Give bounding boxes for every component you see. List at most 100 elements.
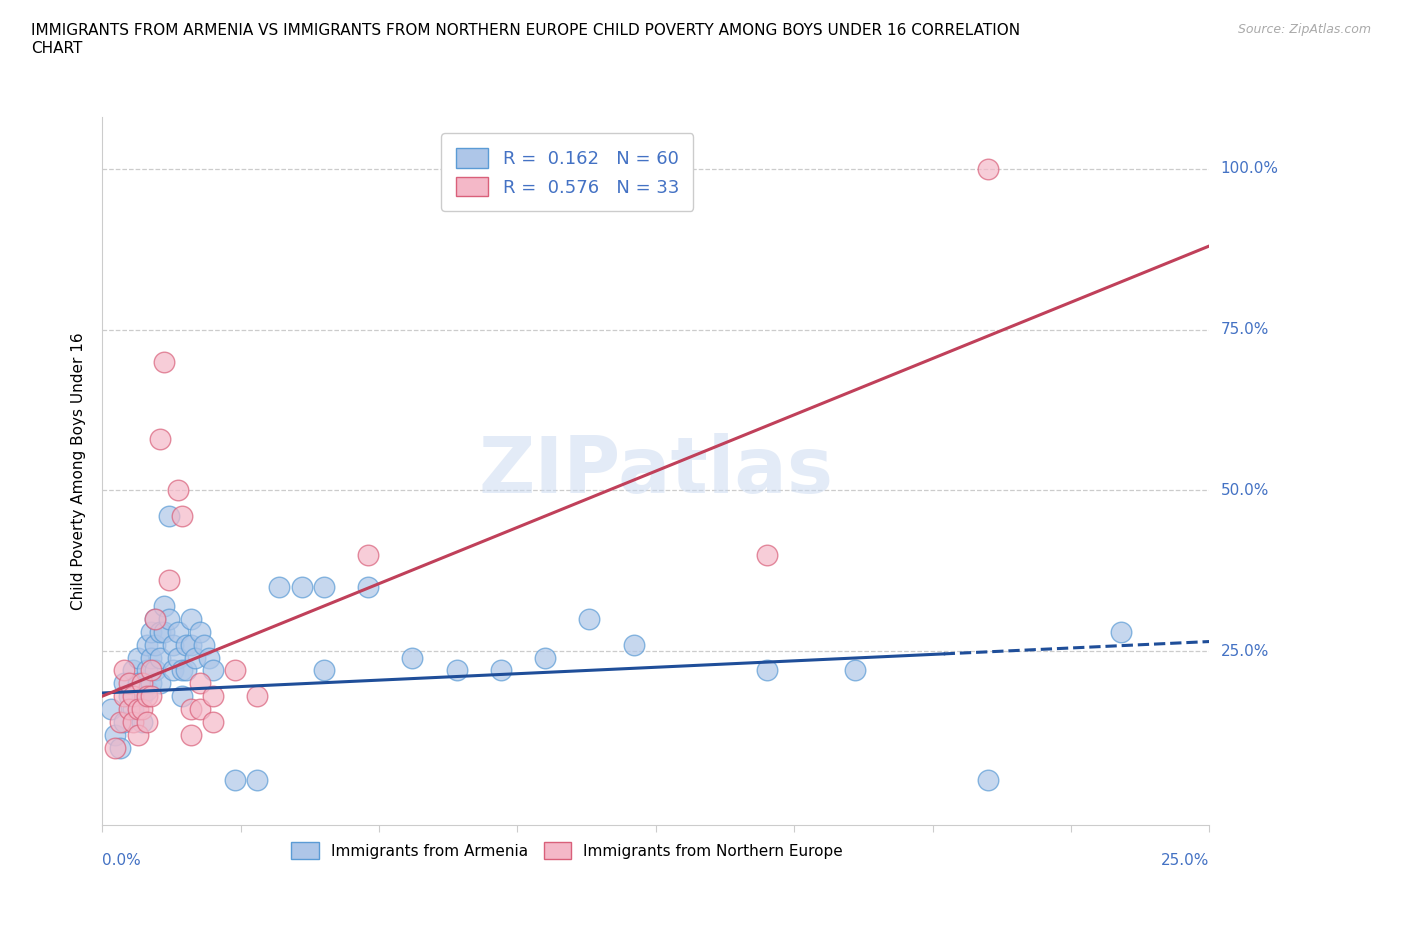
Point	[135, 683, 157, 698]
Point	[157, 612, 180, 627]
Point	[157, 509, 180, 524]
Point	[127, 650, 149, 665]
Point	[108, 740, 131, 755]
Point	[977, 161, 1000, 176]
Point	[1109, 624, 1132, 639]
Point	[100, 701, 122, 716]
Point	[755, 663, 778, 678]
Point	[127, 676, 149, 691]
Point	[104, 740, 127, 755]
Point	[201, 689, 224, 704]
Point	[135, 663, 157, 678]
Point	[201, 714, 224, 729]
Point	[180, 701, 202, 716]
Point	[401, 650, 423, 665]
Point	[131, 714, 153, 729]
Point	[149, 432, 172, 446]
Text: 75.0%: 75.0%	[1220, 322, 1268, 337]
Point	[162, 663, 184, 678]
Point	[312, 663, 335, 678]
Point	[149, 676, 172, 691]
Point	[112, 676, 135, 691]
Point	[122, 663, 145, 678]
Point	[139, 676, 162, 691]
Point	[197, 650, 219, 665]
Point	[176, 663, 198, 678]
Point	[112, 663, 135, 678]
Point	[269, 579, 291, 594]
Point	[131, 676, 153, 691]
Point	[139, 689, 162, 704]
Point	[118, 676, 141, 691]
Point	[176, 637, 198, 652]
Text: IMMIGRANTS FROM ARMENIA VS IMMIGRANTS FROM NORTHERN EUROPE CHILD POVERTY AMONG B: IMMIGRANTS FROM ARMENIA VS IMMIGRANTS FR…	[31, 23, 1021, 56]
Point	[170, 509, 193, 524]
Point	[112, 714, 135, 729]
Point	[127, 727, 149, 742]
Point	[180, 727, 202, 742]
Point	[122, 701, 145, 716]
Point	[143, 612, 166, 627]
Point	[534, 650, 557, 665]
Point	[312, 579, 335, 594]
Point	[166, 650, 188, 665]
Point	[104, 727, 127, 742]
Point	[139, 650, 162, 665]
Point	[166, 624, 188, 639]
Text: Source: ZipAtlas.com: Source: ZipAtlas.com	[1237, 23, 1371, 36]
Point	[162, 637, 184, 652]
Point	[246, 773, 269, 788]
Text: ZIPatlas: ZIPatlas	[478, 433, 834, 509]
Legend: Immigrants from Armenia, Immigrants from Northern Europe: Immigrants from Armenia, Immigrants from…	[284, 835, 851, 867]
Point	[166, 483, 188, 498]
Text: 0.0%: 0.0%	[103, 853, 141, 869]
Point	[157, 573, 180, 588]
Point	[246, 689, 269, 704]
Point	[844, 663, 866, 678]
Point	[149, 624, 172, 639]
Point	[153, 354, 176, 369]
Point	[143, 663, 166, 678]
Point	[127, 701, 149, 716]
Point	[184, 650, 207, 665]
Point	[623, 637, 645, 652]
Point	[135, 689, 157, 704]
Point	[112, 689, 135, 704]
Text: 25.0%: 25.0%	[1161, 853, 1209, 869]
Point	[118, 689, 141, 704]
Point	[193, 637, 215, 652]
Point	[224, 663, 246, 678]
Point	[122, 714, 145, 729]
Point	[143, 637, 166, 652]
Point	[135, 637, 157, 652]
Point	[180, 612, 202, 627]
Point	[139, 663, 162, 678]
Y-axis label: Child Poverty Among Boys Under 16: Child Poverty Among Boys Under 16	[72, 332, 86, 610]
Point	[143, 612, 166, 627]
Point	[977, 773, 1000, 788]
Point	[357, 579, 380, 594]
Point	[131, 701, 153, 716]
Point	[357, 547, 380, 562]
Point	[122, 689, 145, 704]
Point	[170, 689, 193, 704]
Text: 100.0%: 100.0%	[1220, 161, 1278, 177]
Point	[170, 663, 193, 678]
Point	[180, 637, 202, 652]
Point	[290, 579, 312, 594]
Point	[139, 624, 162, 639]
Point	[755, 547, 778, 562]
Point	[153, 599, 176, 614]
Point	[135, 714, 157, 729]
Point	[188, 624, 211, 639]
Point	[446, 663, 468, 678]
Point	[153, 624, 176, 639]
Point	[149, 650, 172, 665]
Point	[188, 701, 211, 716]
Text: 25.0%: 25.0%	[1220, 644, 1268, 658]
Point	[131, 689, 153, 704]
Point	[201, 663, 224, 678]
Point	[578, 612, 600, 627]
Point	[118, 701, 141, 716]
Text: 50.0%: 50.0%	[1220, 483, 1268, 498]
